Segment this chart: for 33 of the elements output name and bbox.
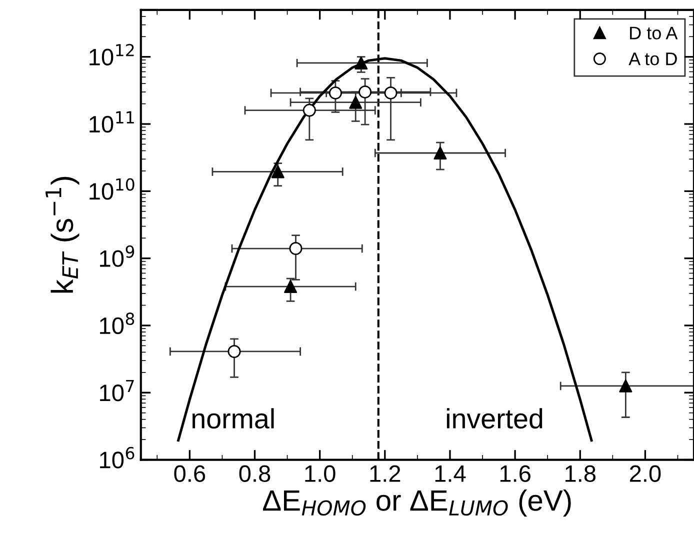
x-tick-label: 0.6 [174,465,206,482]
x-tick-label: 1.2 [370,465,400,482]
y-tick-label: 10$^{10}$ [90,178,134,200]
annotation: inverted [446,408,542,429]
legend-label: A to D [628,52,677,66]
point [349,96,362,109]
point [284,280,298,294]
x-tick-label: 2.0 [630,465,661,482]
y-axis-title: k$_{ET}$ (s$^{−1}$) [46,176,80,293]
y-tick-label: 10$^{11}$ [90,111,134,133]
y-tick-label: 10$^{7}$ [100,380,134,402]
x-axis-title: ΔE$_{HOMO}$ or ΔE$_{LUMO}$ (eV) [263,489,571,517]
y-tick-label: 10$^{12}$ [90,44,134,66]
point [619,379,632,392]
point [434,146,447,160]
y-tick-label: 10$^{8}$ [100,312,134,334]
x-tick-label: 1.8 [566,465,596,482]
point [358,85,372,98]
point [384,86,398,100]
y-tick-label: 10$^{6}$ [100,446,134,468]
x-tick-label: 0.8 [239,465,270,482]
x-tick-label: 1.6 [500,465,530,482]
point [289,242,302,256]
point [271,165,284,178]
point [354,56,368,70]
legend-label: D to A [630,26,678,40]
y-tick-label: 10$^{9}$ [100,245,134,267]
x-tick-label: 1.4 [435,466,466,482]
x-tick-label: 1.0 [305,465,336,482]
point [302,104,316,117]
point [328,86,342,100]
annotation: normal [192,408,274,429]
point [228,344,241,358]
